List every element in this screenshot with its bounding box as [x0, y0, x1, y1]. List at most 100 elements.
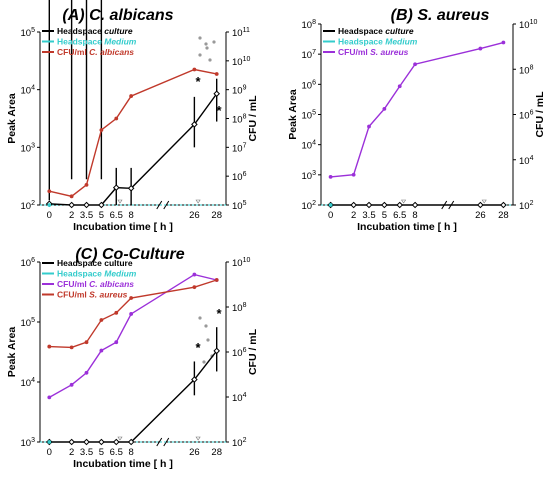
y2-tick-label: 109	[232, 85, 247, 97]
x-axis-label: Incubation time [ h ]	[73, 458, 173, 470]
data-point	[350, 201, 357, 209]
data-point	[84, 370, 89, 375]
legend-label: Headspace culture	[57, 26, 133, 36]
axis-break-mark	[156, 200, 163, 210]
y2-tick-label: 102	[232, 437, 247, 449]
y-tick-label: 105	[302, 110, 317, 122]
y2-tick-label: 102	[519, 200, 534, 212]
data-point	[114, 116, 119, 121]
y2-tick-label: 105	[232, 200, 247, 212]
significance-star: *	[195, 74, 201, 89]
y2-tick-label: 106	[519, 110, 534, 122]
x-tick-label: 3.5	[362, 210, 375, 221]
axis-break-mark	[163, 437, 170, 447]
replicate-point	[198, 36, 202, 40]
y-axis-label: Peak Area	[6, 327, 18, 378]
replicate-point	[212, 40, 216, 44]
data-point	[382, 107, 387, 111]
data-point	[83, 438, 90, 446]
data-point	[411, 201, 419, 209]
legend-label: Headspace culture	[338, 26, 414, 36]
y-tick-label: 103	[302, 170, 317, 182]
data-point	[192, 67, 197, 72]
y-tick-label: 104	[21, 85, 36, 97]
panel-c: (C) Co-Culture 103 104 105 106 102 104 106 108 10…	[6, 246, 259, 470]
data-point	[192, 285, 197, 290]
replicate-point	[196, 344, 200, 348]
x-tick-label: 0	[47, 447, 52, 458]
data-point	[396, 201, 404, 209]
x-tick-label: 3.5	[80, 447, 93, 458]
lod-marker	[195, 436, 201, 441]
data-point	[129, 296, 134, 300]
replicate-point	[198, 53, 202, 57]
y2-tick-label: 104	[519, 155, 534, 167]
x-tick-label: 28	[498, 210, 509, 221]
data-point	[47, 440, 52, 444]
x-tick-label: 8	[412, 210, 417, 221]
x-tick-label: 2	[351, 210, 356, 221]
replicate-point	[208, 58, 212, 62]
data-point	[500, 201, 507, 209]
x-tick-label: 26	[189, 447, 200, 458]
significance-star: *	[216, 306, 222, 321]
data-point	[213, 347, 221, 355]
data-point	[84, 340, 89, 345]
y-tick-label: 103	[21, 142, 36, 154]
series-line	[49, 350, 218, 443]
replicate-point	[198, 316, 202, 320]
data-point	[191, 121, 198, 128]
legend-label: Headspace Medium	[57, 269, 137, 279]
data-point	[114, 310, 119, 315]
y-tick-label: 102	[21, 200, 36, 212]
y-axis-label: Peak Area	[6, 93, 18, 144]
significance-star: *	[216, 103, 222, 118]
x-tick-label: 6.5	[110, 210, 123, 221]
data-point	[413, 62, 417, 67]
replicate-point	[204, 42, 208, 46]
data-point	[501, 40, 506, 45]
lod-marker	[117, 199, 123, 204]
x-tick-label: 28	[211, 447, 222, 458]
y2-tick-label: 108	[519, 64, 534, 76]
x-tick-label: 6.5	[393, 210, 406, 221]
replicate-point	[206, 338, 210, 342]
chart-title: (C) Co-Culture	[75, 246, 184, 263]
data-point	[114, 340, 119, 345]
data-point	[112, 184, 120, 191]
x-tick-label: 5	[99, 447, 104, 458]
data-point	[47, 395, 52, 400]
data-point	[214, 278, 219, 282]
legend-label: CFU/ml S. aureus	[338, 47, 409, 57]
y-tick-label: 104	[21, 377, 36, 389]
y2-axis-label: CFU / mL	[247, 95, 259, 142]
x-tick-label: 2	[69, 210, 74, 221]
x-tick-label: 0	[328, 210, 333, 221]
axis-break-mark	[163, 200, 170, 210]
replicate-point	[205, 46, 209, 50]
data-point	[99, 318, 104, 322]
y-tick-label: 103	[21, 437, 36, 449]
y2-axis-label: CFU / mL	[247, 328, 259, 375]
y2-tick-label: 1010	[519, 19, 537, 31]
legend-label: CFU/ml S. aureus	[57, 290, 128, 300]
data-point	[84, 182, 89, 187]
y-tick-label: 106	[21, 257, 36, 269]
data-point	[365, 201, 373, 209]
data-point	[129, 94, 134, 98]
lod-marker	[117, 436, 123, 441]
data-point	[69, 345, 74, 350]
y2-tick-label: 106	[232, 347, 247, 359]
x-tick-label: 8	[128, 210, 133, 221]
y-tick-label: 102	[302, 200, 317, 212]
y2-tick-label: 104	[232, 392, 247, 404]
data-point	[68, 438, 75, 446]
replicate-point	[202, 360, 206, 364]
data-point	[328, 203, 333, 207]
data-point	[47, 344, 52, 349]
data-point	[351, 172, 356, 177]
data-point	[127, 184, 135, 192]
series-line	[330, 41, 504, 178]
y2-tick-label: 108	[232, 114, 247, 126]
